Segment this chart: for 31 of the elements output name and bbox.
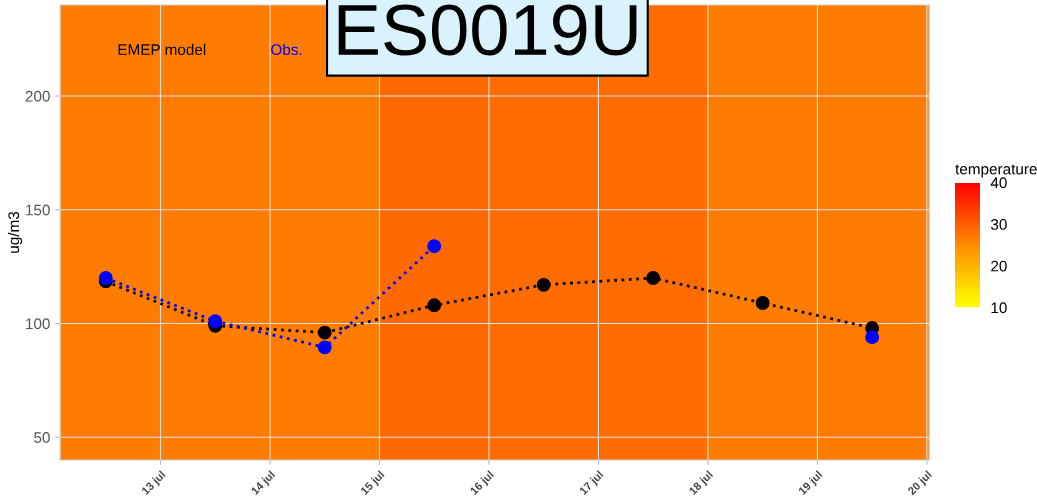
- x-tick-label: 13 jul: [140, 470, 168, 497]
- color-bar-title: temperature: [955, 164, 1037, 178]
- color-bar-label: 20: [991, 260, 1007, 272]
- y-tick-label: 100: [26, 318, 50, 330]
- point: [317, 325, 332, 340]
- point: [98, 271, 113, 285]
- x-tick-label: 19 jul: [797, 470, 825, 497]
- color-bar-label: 40: [990, 177, 1007, 189]
- point: [865, 330, 880, 345]
- y-tick-label: 50: [34, 432, 50, 443]
- x-tick-label: 18 jul: [688, 470, 715, 497]
- point: [646, 271, 661, 285]
- color-bar-label: 30: [990, 219, 1007, 230]
- color-bar-label: 10: [991, 302, 1007, 314]
- point: [536, 277, 551, 292]
- x-tick-label: 14 jul: [250, 470, 277, 497]
- y-axis-title: ug/m3: [7, 211, 23, 253]
- point: [755, 296, 770, 310]
- y-tick-label: 150: [26, 204, 50, 216]
- text: EMEP model: [118, 43, 206, 55]
- x-tick-label: 17 jul: [578, 470, 606, 497]
- text: Obs.: [271, 43, 302, 55]
- x-tick-label: 15 jul: [359, 470, 387, 497]
- point: [427, 239, 442, 254]
- x-tick-label: 16 jul: [469, 470, 496, 497]
- chart-title: ES0019U: [338, 4, 637, 56]
- point: [208, 314, 223, 329]
- x-tick-label: 20 jul: [907, 470, 934, 497]
- point: [317, 340, 332, 355]
- y-tick-label: 200: [25, 90, 50, 102]
- point: [427, 298, 442, 313]
